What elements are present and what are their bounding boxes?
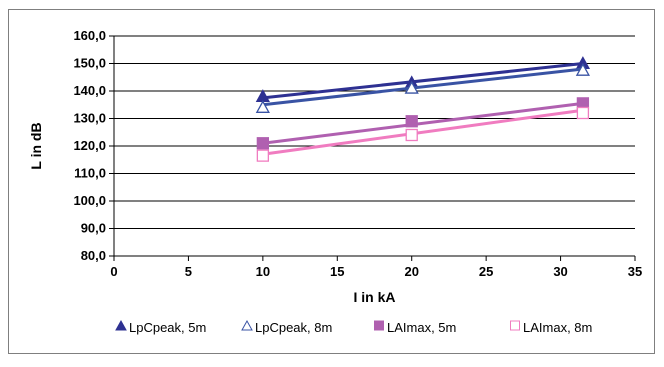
legend-label: LpCpeak, 8m [255,320,332,335]
tick-labels: 80,0 90,0 100,0 110,0 120,0 130,0 140,0 150,0 16… [73,28,642,279]
series-1 [255,56,591,102]
trend-line [262,62,584,100]
x-tick-label: 35 [628,264,642,279]
y-tick-label: 100,0 [73,193,106,208]
trend-line [262,67,584,107]
legend-marker [510,320,520,331]
legend-item-4: LAImax, 8m [510,320,592,335]
series-3 [256,97,590,150]
y-tick-label: 120,0 [73,138,106,153]
legend-item-3: LAImax, 5m [374,320,456,335]
y-axis-title: L in dB [28,122,44,169]
legend-label: LAImax, 5m [387,320,456,335]
x-axis-title: I in kA [353,289,395,305]
chart: 80,0 90,0 100,0 110,0 120,0 130,0 140,0 150,0 16… [28,28,642,335]
data-point [255,89,270,102]
x-tick-label: 25 [479,264,493,279]
legend-marker [115,319,127,331]
data-point [575,63,591,76]
x-tick-label: 5 [185,264,192,279]
x-tick-label: 0 [110,264,117,279]
x-tick-label: 15 [330,264,344,279]
y-tick-label: 90,0 [81,221,106,236]
data-point [404,80,419,94]
data-point [256,137,270,150]
x-tick-label: 10 [256,264,270,279]
y-tick-label: 150,0 [73,56,106,71]
y-tick-label: 140,0 [73,83,106,98]
legend-item-1: LpCpeak, 5m [115,319,206,335]
data-point [255,100,270,113]
y-tick-label: 110,0 [74,166,106,181]
series-layer [255,56,591,162]
data-point [405,115,418,128]
trend-line [262,101,584,145]
legend-marker [374,320,384,331]
legend-item-2: LpCpeak, 8m [241,319,332,335]
trend-line [262,108,584,156]
y-tick-label: 130,0 [73,111,106,126]
legend-marker [241,319,253,331]
series-4 [256,106,590,162]
legend: LpCpeak, 5m LpCpeak, 8m LAImax, 5m LAImax, … [115,319,592,335]
y-tick-label: 80,0 [81,248,106,263]
data-point [405,128,418,142]
legend-label: LpCpeak, 5m [129,320,206,335]
y-tick-label: 160,0 [73,28,106,43]
series-2 [255,63,591,113]
chart-frame: 80,0 90,0 100,0 110,0 120,0 130,0 140,0 150,0 16… [8,9,655,354]
x-tick-label: 30 [553,264,567,279]
x-tick-label: 20 [404,264,418,279]
data-point [256,149,270,162]
data-point [576,106,590,120]
axes [109,35,636,261]
legend-label: LAImax, 8m [523,320,592,335]
